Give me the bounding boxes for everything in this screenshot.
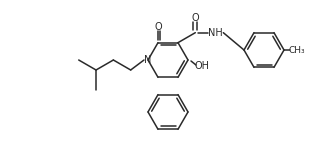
Text: O: O [192, 13, 199, 23]
Text: N: N [144, 55, 152, 65]
Text: OH: OH [194, 61, 210, 71]
Text: NH: NH [208, 28, 223, 38]
Text: CH₃: CH₃ [289, 46, 305, 55]
Text: O: O [154, 22, 162, 32]
